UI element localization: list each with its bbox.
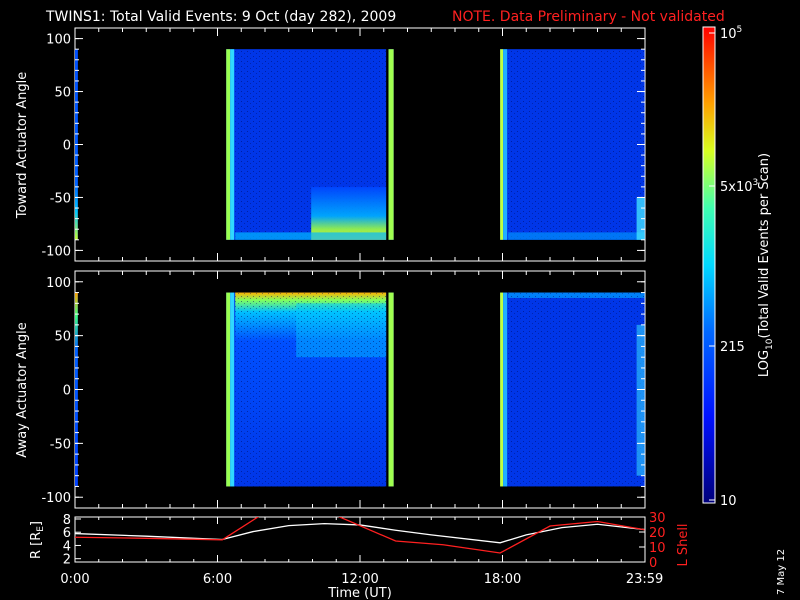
right-ytick-label: 10 (649, 541, 666, 556)
texture (235, 292, 387, 487)
toward-axes: 100 50 0 -50 -100 (41, 28, 646, 261)
xtick-label: 0:00 (60, 572, 89, 587)
ytick-label: 0 (63, 384, 71, 399)
left-ytick-label: 8 (63, 513, 71, 528)
edge-strip (230, 49, 235, 240)
orbit-right-ylabel: L Shell (676, 523, 691, 566)
edge-strip (388, 292, 394, 487)
ytick-label: -100 (41, 491, 71, 506)
ytick-label: 0 (63, 139, 71, 154)
bottom-high-counts (311, 186, 387, 240)
xtick-label: 18:00 (484, 572, 521, 587)
xtick-label: 6:00 (203, 572, 232, 587)
orbit-left-ylabel: R [RE] (29, 521, 46, 559)
xtick-label: 23:59 (626, 572, 663, 587)
colorbar-tick-label: 105 (720, 25, 742, 42)
xtick-label: 12:00 (341, 572, 378, 587)
r-line (75, 522, 645, 544)
edge-strip (500, 292, 504, 487)
texture (508, 49, 645, 240)
colorbar-tick-label: 5x103 (720, 178, 758, 195)
edge-strip (503, 49, 508, 240)
right-edge-glow (636, 197, 645, 240)
edge-strip (388, 49, 394, 240)
ytick-label: 50 (54, 330, 71, 345)
edge-strip (503, 292, 508, 487)
away-axes: 100 50 0 -50 -100 (41, 271, 646, 508)
away-panel: 100 50 0 -50 -100 Away Actuator Angle (15, 270, 646, 509)
ytick-label: -50 (50, 191, 71, 206)
colorbar: 105 5x103 215 10 LOG10(Total Valid Events p… (702, 25, 775, 509)
right-ytick-label: 20 (649, 526, 666, 541)
edge-strip (500, 49, 504, 240)
colorbar-gradient (702, 26, 716, 504)
colorbar-ticks: 105 5x103 215 10 (709, 25, 758, 509)
away-heatmap (75, 292, 645, 487)
footer-date: 7 May 12 (776, 549, 787, 595)
ytick-label: 100 (46, 33, 71, 48)
edge-strip (226, 292, 231, 487)
orbit-lines (75, 517, 645, 554)
chart-title: TWINS1: Total Valid Events: 9 Oct (day 2… (45, 9, 396, 25)
colorbar-label: LOG10(Total Valid Events per Scan) (757, 153, 775, 377)
ytick-label: -50 (50, 437, 71, 452)
edge-strip (226, 49, 231, 240)
right-edge-glow (636, 324, 645, 476)
toward-ylabel: Toward Actuator Angle (15, 72, 30, 219)
toward-panel: 100 50 0 -50 -100 Toward Actuator Angle (15, 27, 646, 262)
edge-strip (230, 292, 235, 487)
colorbar-tick-label: 215 (720, 340, 745, 355)
left-ytick-label: 2 (63, 553, 71, 568)
right-ytick-label: 30 (649, 511, 666, 526)
time-xlabel: Time (UT) (327, 586, 392, 600)
chart-note: NOTE. Data Preliminary - Not validated (452, 9, 725, 25)
ytick-label: 100 (46, 276, 71, 291)
lshell-line (75, 517, 645, 554)
texture (508, 292, 645, 487)
colorbar-tick-label: 10 (720, 494, 737, 509)
left-ytick-label: 4 (63, 539, 71, 554)
ytick-label: -100 (41, 244, 71, 259)
bottom-edge (235, 232, 387, 240)
right-ytick-label: 0 (649, 556, 657, 571)
bottom-edge (508, 232, 645, 240)
away-ylabel: Away Actuator Angle (15, 322, 30, 457)
left-ytick-label: 6 (63, 526, 71, 541)
ytick-label: 50 (54, 86, 71, 101)
